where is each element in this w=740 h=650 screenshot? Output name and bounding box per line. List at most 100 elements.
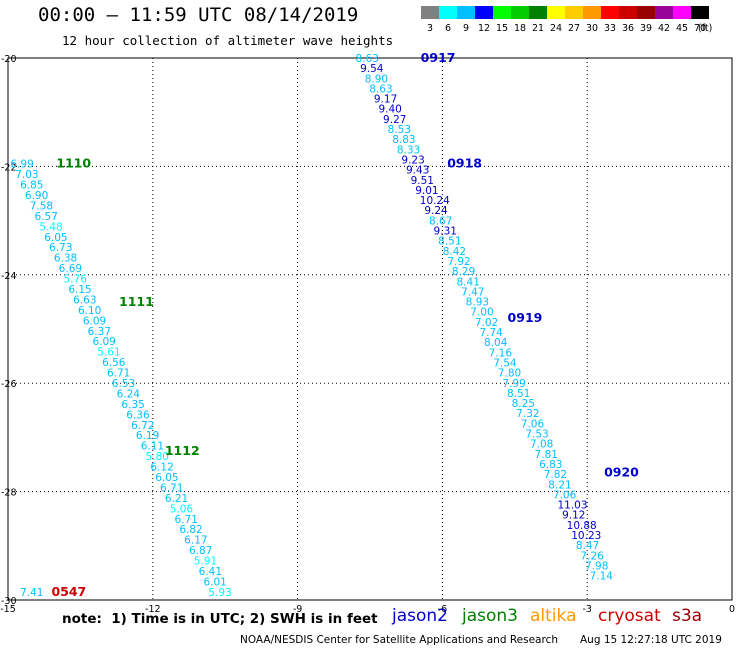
wave-height-label: 6.15: [68, 284, 91, 296]
footer-timestamp: Aug 15 12:27:18 UTC 2019: [580, 634, 722, 646]
wave-height-label: 7.58: [30, 200, 53, 212]
wave-height-label: 7.02: [475, 317, 498, 329]
wave-height-label: 6.72: [131, 420, 154, 432]
legend-cryosat: cryosat: [598, 606, 661, 626]
pass-time-label: 1112: [165, 443, 200, 458]
wave-height-label: 8.53: [388, 124, 411, 136]
pass-time-label: 0547: [51, 584, 86, 599]
wave-height-label: 7.53: [525, 429, 548, 441]
wave-height-label: 9.31: [434, 226, 457, 238]
wave-height-label: 5.80: [146, 451, 169, 463]
wave-height-label: 5.06: [170, 503, 194, 515]
wave-height-label: 11.03: [557, 500, 587, 512]
wave-height-label: 9.27: [383, 114, 406, 126]
wave-height-label: 6.05: [44, 232, 67, 244]
wave-height-label: 7.47: [461, 286, 484, 298]
wave-height-label: 7.98: [585, 560, 608, 572]
wave-height-label: 8.51: [507, 388, 530, 400]
wave-height-label: 9.24: [424, 205, 448, 217]
wave-height-label: 9.43: [406, 165, 429, 177]
wave-height-label: 7.16: [489, 347, 513, 359]
wave-height-label: 8.33: [397, 144, 420, 156]
wave-height-label: 7.80: [498, 368, 521, 380]
wave-height-label: 6.71: [175, 514, 198, 526]
wave-height-label: 5.48: [39, 221, 62, 233]
lat-tick-label: -20: [1, 54, 17, 65]
wave-height-label: 6.57: [35, 211, 58, 223]
wave-height-label: 6.82: [179, 524, 202, 536]
colorbar-label: 15: [496, 23, 508, 34]
legend-jason2: jason2: [392, 606, 448, 626]
wave-height-label: 6.05: [155, 472, 178, 484]
colorbar-swatch: [493, 6, 511, 19]
wave-height-label: 8.29: [452, 266, 475, 278]
wave-height-label: 8.47: [576, 540, 599, 552]
wave-height-label: 6.56: [102, 357, 126, 369]
wave-height-label: 8.04: [484, 337, 508, 349]
wave-height-label: 6.11: [141, 441, 164, 453]
pass-time-label: 0919: [508, 310, 543, 325]
map-title: 00:00 — 11:59 UTC 08/14/2019: [38, 4, 359, 26]
wave-height-label: 8.42: [443, 246, 466, 258]
wave-height-label: 8.67: [429, 215, 452, 227]
wave-height-label: 8.63: [356, 53, 379, 65]
colorbar-label: 9: [463, 23, 469, 34]
wave-height-label: 7.14: [590, 571, 614, 583]
wave-height-label: 9.01: [415, 185, 438, 197]
colorbar-label: 70: [694, 23, 706, 34]
colorbar-swatch: [565, 6, 583, 19]
colorbar-label: 30: [586, 23, 598, 34]
wave-height-label: 6.90: [25, 190, 48, 202]
wave-height-label: 6.10: [78, 305, 101, 317]
wave-height-label: 7.03: [15, 169, 38, 181]
wave-height-label: 6.19: [136, 430, 159, 442]
wave-height-label: 8.90: [365, 73, 388, 85]
lon-tick-label: -12: [145, 604, 161, 615]
colorbar-label: 36: [622, 23, 634, 34]
colorbar-swatch: [529, 6, 547, 19]
wave-height-label: 6.63: [73, 294, 96, 306]
wave-height-label: 6.99: [10, 159, 33, 171]
map-subtitle: 12 hour collection of altimeter wave hei…: [62, 33, 394, 48]
wave-height-label: 8.21: [548, 479, 571, 491]
wave-height-label: 6.85: [20, 180, 43, 192]
wave-height-label: 6.21: [165, 493, 188, 505]
colorbar-swatch: [601, 6, 619, 19]
lat-tick-label: -28: [1, 488, 17, 499]
colorbar-label: 27: [568, 23, 580, 34]
lat-tick-label: -22: [1, 162, 17, 173]
footer-credit: NOAA/NESDIS Center for Satellite Applica…: [240, 634, 558, 646]
pass-time-label: 1110: [56, 156, 91, 171]
wave-height-label: 6.71: [107, 368, 130, 380]
wave-height-label: 7.82: [544, 469, 567, 481]
colorbar-swatch: [511, 6, 529, 19]
lat-tick-label: -30: [1, 596, 17, 607]
colorbar-label: 39: [640, 23, 652, 34]
wave-height-label: 6.83: [539, 459, 562, 471]
lon-tick-label: 0: [729, 604, 735, 615]
pass-time-label: 0918: [447, 156, 482, 171]
wave-height-label: 10.23: [571, 530, 601, 542]
wave-height-label: 9.51: [411, 175, 434, 187]
colorbar-label: 18: [514, 23, 526, 34]
wave-height-label: 7.54: [493, 357, 517, 369]
colorbar-label: 12: [478, 23, 490, 34]
wave-height-label: 9.54: [360, 63, 384, 75]
wave-height-label: 6.12: [150, 462, 173, 474]
wave-height-label: 9.12: [562, 510, 585, 522]
lon-tick-label: -9: [293, 604, 302, 615]
legend-s3a: s3a: [672, 606, 703, 626]
colorbar-swatch: [619, 6, 637, 19]
wave-height-label: 10.24: [420, 195, 450, 207]
colorbar-swatch: [421, 6, 439, 19]
pass-time-label: 0917: [421, 50, 456, 65]
wave-height-label: 5.76: [64, 274, 88, 286]
colorbar-swatch: [673, 6, 691, 19]
wave-height-label: 7.41: [20, 587, 43, 599]
colorbar-label: 3: [427, 23, 433, 34]
wave-height-label: 6.24: [117, 388, 141, 400]
wave-height-label: 8.83: [392, 134, 415, 146]
wave-height-label: 7.00: [470, 307, 493, 319]
wave-height-label: 6.38: [54, 253, 77, 265]
